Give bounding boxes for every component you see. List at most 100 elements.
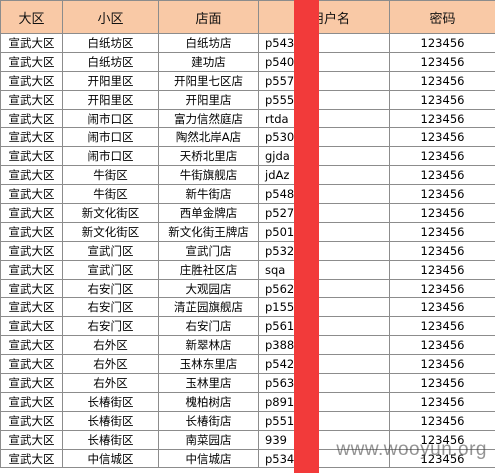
cell-store: 南菜园店 — [158, 429, 259, 450]
cell-region: 宣武大区 — [0, 373, 63, 393]
cell-username: p532 — [258, 240, 390, 261]
cell-region: 宣武大区 — [0, 297, 63, 318]
table-row: 宣武大区 右安门区 清芷园旗舰店 p1554 123456 — [0, 297, 495, 318]
cell-password: 123456 — [389, 391, 495, 412]
cell-subregion: 闹市口区 — [62, 108, 159, 129]
table-row: 宣武大区 长椿街区 槐柏树店 p8918 123456 — [0, 391, 495, 412]
table-header: 大区 小区 店面 店用户名 密码 — [0, 0, 495, 34]
cell-region: 宣武大区 — [0, 316, 63, 337]
cell-subregion: 右外区 — [62, 373, 159, 393]
cell-username: p8918 — [258, 391, 390, 412]
table-row: 宣武大区 闹市口区 富力信然庭店 rtda 123456 — [0, 108, 495, 129]
column-header-store: 店面 — [158, 0, 259, 34]
cell-subregion: 开阳里区 — [62, 89, 159, 110]
cell-region: 宣武大区 — [0, 203, 63, 223]
table-row: 宣武大区 开阳里区 开阳里店 p555 123456 — [0, 89, 495, 110]
cell-subregion: 右安门区 — [62, 316, 159, 337]
table-row: 宣武大区 新文化街区 西单金牌店 p527 123456 — [0, 203, 495, 223]
cell-region: 宣武大区 — [0, 391, 63, 412]
cell-subregion: 新文化街区 — [62, 203, 159, 223]
cell-region: 宣武大区 — [0, 51, 63, 72]
cell-subregion: 右安门区 — [62, 297, 159, 318]
cell-username: p540 — [258, 51, 390, 72]
cell-password: 123456 — [389, 146, 495, 167]
cell-region: 宣武大区 — [0, 108, 63, 129]
cell-username: p555 — [258, 89, 390, 110]
cell-store: 新翠林店 — [158, 335, 259, 356]
cell-store: 新牛街店 — [158, 184, 259, 205]
cell-region: 宣武大区 — [0, 165, 63, 186]
cell-store: 开阳里七区店 — [158, 70, 259, 91]
table-row: 宣武大区 闹市口区 天桥北里店 gjda 123456 — [0, 146, 495, 167]
cell-password: 123456 — [389, 240, 495, 261]
cell-password: 123456 — [389, 354, 495, 375]
cell-password: 123456 — [389, 127, 495, 148]
cell-region: 宣武大区 — [0, 429, 63, 450]
cell-subregion: 开阳里区 — [62, 70, 159, 91]
cell-store: 中信城店 — [158, 448, 259, 469]
cell-subregion: 牛街区 — [62, 184, 159, 205]
column-header-region: 大区 — [0, 0, 63, 34]
cell-store: 宣武门店 — [158, 240, 259, 261]
table-body: 宣武大区 白纸坊区 白纸坊店 p543 123456 宣武大区 白纸坊区 建功店 p540 123… — [0, 33, 495, 469]
cell-store: 天桥北里店 — [158, 146, 259, 167]
watermark-text: www.wooyun.org — [336, 439, 487, 460]
cell-password: 123456 — [389, 89, 495, 110]
cell-username: p542 — [258, 354, 390, 375]
cell-username: p530 — [258, 127, 390, 148]
cell-password: 123456 — [389, 203, 495, 223]
cell-password: 123456 — [389, 70, 495, 91]
cell-password: 123456 — [389, 297, 495, 318]
cell-password: 123456 — [389, 429, 495, 450]
table-row: 宣武大区 宣武门区 宣武门店 p532 123456 — [0, 240, 495, 261]
table-row: 宣武大区 闹市口区 陶然北岸A店 p530 123456 — [0, 127, 495, 148]
table-row: 宣武大区 新文化街区 新文化街王牌店 p5014 123456 — [0, 221, 495, 242]
cell-username: sqa — [258, 259, 390, 280]
cell-password: 123456 — [389, 448, 495, 469]
cell-region: 宣武大区 — [0, 70, 63, 91]
table-row: 宣武大区 右外区 玉林东里店 p542 123456 — [0, 354, 495, 375]
cell-region: 宣武大区 — [0, 335, 63, 356]
table-row: 宣武大区 长椿街区 长椿街店 p551 123456 — [0, 410, 495, 431]
cell-region: 宣武大区 — [0, 240, 63, 261]
table-row: 宣武大区 牛街区 牛街旗舰店 jdAz 123456 — [0, 165, 495, 186]
table-row: 宣武大区 中信城区 中信城店 p534 123456 — [0, 448, 495, 469]
cell-password: 123456 — [389, 278, 495, 299]
table-row: 宣武大区 白纸坊区 白纸坊店 p543 123456 — [0, 33, 495, 53]
cell-store: 庄胜社区店 — [158, 259, 259, 280]
header-row: 大区 小区 店面 店用户名 密码 — [0, 0, 495, 34]
cell-region: 宣武大区 — [0, 278, 63, 299]
cell-store: 玉林里店 — [158, 373, 259, 393]
cell-store: 白纸坊店 — [158, 33, 259, 53]
cell-password: 123456 — [389, 165, 495, 186]
column-header-password: 密码 — [389, 0, 495, 34]
cell-username: gjda — [258, 146, 390, 167]
redaction-bar — [294, 0, 319, 473]
cell-username: p527 — [258, 203, 390, 223]
cell-subregion: 白纸坊区 — [62, 33, 159, 53]
cell-store: 富力信然庭店 — [158, 108, 259, 129]
cell-region: 宣武大区 — [0, 354, 63, 375]
cell-username: jdAz — [258, 165, 390, 186]
table-row: 宣武大区 长椿街区 南菜园店 939 123456 — [0, 429, 495, 450]
cell-password: 123456 — [389, 373, 495, 393]
cell-subregion: 长椿街区 — [62, 391, 159, 412]
cell-username: 939 — [258, 429, 390, 450]
cell-username: p548 — [258, 184, 390, 205]
cell-subregion: 牛街区 — [62, 165, 159, 186]
column-header-username: 店用户名 — [258, 0, 390, 34]
cell-store: 牛街旗舰店 — [158, 165, 259, 186]
cell-region: 宣武大区 — [0, 184, 63, 205]
cell-store: 玉林东里店 — [158, 354, 259, 375]
cell-region: 宣武大区 — [0, 410, 63, 431]
cell-password: 123456 — [389, 108, 495, 129]
cell-password: 123456 — [389, 51, 495, 72]
cell-subregion: 中信城区 — [62, 448, 159, 469]
cell-password: 123456 — [389, 410, 495, 431]
table-row: 宣武大区 白纸坊区 建功店 p540 123456 — [0, 51, 495, 72]
cell-subregion: 闹市口区 — [62, 146, 159, 167]
cell-password: 123456 — [389, 316, 495, 337]
cell-store: 开阳里店 — [158, 89, 259, 110]
cell-subregion: 长椿街区 — [62, 410, 159, 431]
